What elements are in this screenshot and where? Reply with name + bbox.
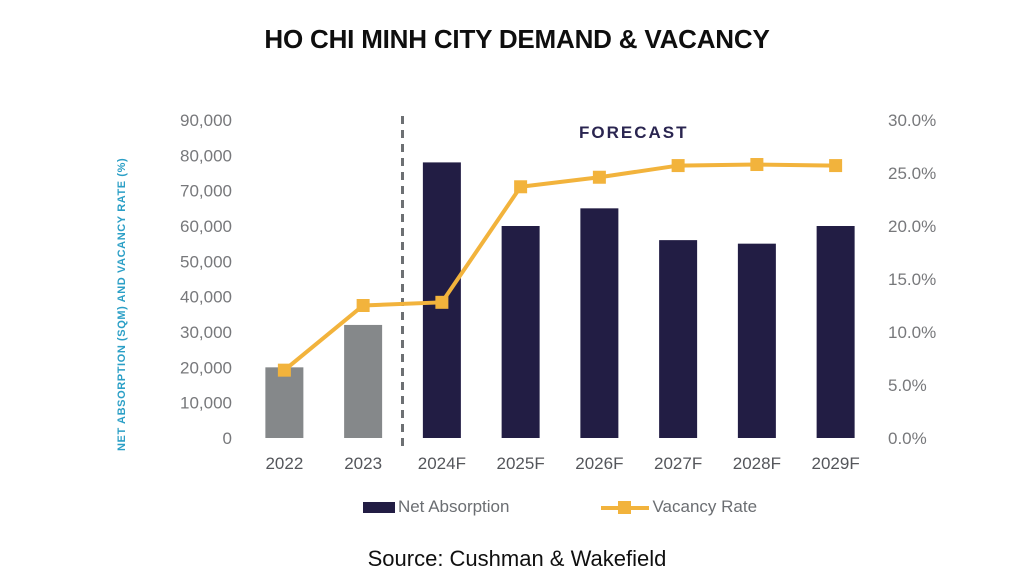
vacancy-marker-2027F bbox=[671, 159, 685, 173]
vacancy-marker-2023 bbox=[356, 299, 370, 312]
vacancy-rate-line bbox=[283, 162, 836, 372]
x-axis-label-2026F: 2026F bbox=[575, 454, 623, 473]
bar-2025F bbox=[501, 226, 540, 438]
vacancy-marker-2024F bbox=[435, 295, 449, 309]
vacancy-marker-2028F bbox=[750, 158, 764, 172]
source-caption: Source: Cushman & Wakefield bbox=[367, 546, 667, 571]
chart-title: HO CHI MINH CITY DEMAND & VACANCY bbox=[264, 24, 770, 54]
left-axis-tick: 70,000 bbox=[180, 182, 232, 201]
x-axis-label-2022: 2022 bbox=[265, 454, 303, 473]
left-axis-tick: 0 bbox=[223, 429, 232, 448]
left-axis-tick: 90,000 bbox=[180, 111, 232, 130]
right-axis-tick: 15.0% bbox=[888, 270, 936, 289]
right-axis-tick: 0.0% bbox=[888, 429, 927, 448]
vacancy-marker-2029F bbox=[829, 159, 843, 173]
x-axis-label-2027F: 2027F bbox=[654, 454, 702, 473]
legend-label-vacancy-rate: Vacancy Rate bbox=[652, 497, 758, 516]
x-axis-label-2025F: 2025F bbox=[497, 454, 545, 473]
left-axis-tick: 60,000 bbox=[180, 217, 232, 236]
left-axis-tick: 30,000 bbox=[180, 323, 232, 342]
vacancy-marker-2025F bbox=[514, 180, 528, 194]
right-axis-tick: 5.0% bbox=[888, 376, 927, 395]
right-axis-tick: 10.0% bbox=[888, 323, 936, 342]
bar-2027F bbox=[659, 240, 698, 438]
left-axis-tick: 80,000 bbox=[180, 146, 232, 165]
x-axis-label-2028F: 2028F bbox=[733, 454, 781, 473]
forecast-annotation: FORECAST bbox=[579, 123, 689, 142]
vacancy-marker-2022 bbox=[277, 363, 291, 377]
bar-2023 bbox=[344, 324, 383, 438]
x-axis-label-2024F: 2024F bbox=[418, 454, 466, 473]
right-axis-tick: 25.0% bbox=[888, 164, 936, 183]
chart-legend: Net Absorption Vacancy Rate bbox=[245, 497, 875, 517]
legend-item-vacancy-rate: Vacancy Rate bbox=[601, 497, 757, 517]
legend-item-net-absorption: Net Absorption bbox=[362, 497, 510, 517]
left-axis-tick: 10,000 bbox=[180, 394, 232, 413]
vacancy-marker-2026F bbox=[592, 170, 606, 184]
bar-2029F bbox=[816, 226, 855, 438]
bar-2028F bbox=[737, 243, 776, 438]
bar-2026F bbox=[580, 208, 619, 438]
bar-2022 bbox=[265, 367, 304, 438]
x-axis-label-2029F: 2029F bbox=[812, 454, 860, 473]
x-axis-label-2023: 2023 bbox=[344, 454, 382, 473]
net-absorption-swatch-icon bbox=[362, 501, 395, 513]
left-axis-tick: 20,000 bbox=[180, 358, 232, 377]
legend-label-net-absorption: Net Absorption bbox=[397, 497, 510, 516]
left-axis-tick: 40,000 bbox=[180, 288, 232, 307]
vacancy-rate-swatch-icon bbox=[601, 500, 650, 514]
right-axis-tick: 30.0% bbox=[888, 111, 936, 130]
right-axis-tick: 20.0% bbox=[888, 217, 936, 236]
left-axis-tick: 50,000 bbox=[180, 252, 232, 271]
